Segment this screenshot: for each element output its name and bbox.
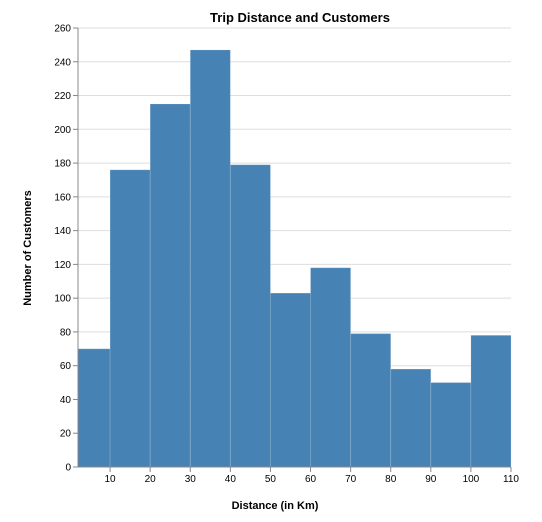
x-tick-label: 50 <box>265 474 277 485</box>
histogram-bar <box>390 368 432 468</box>
x-tick-label: 30 <box>185 474 197 485</box>
y-axis-title: Number of Customers <box>22 190 34 306</box>
x-tick-label: 80 <box>385 474 397 485</box>
y-tick-label: 140 <box>54 226 71 237</box>
y-axis: 0 20 40 60 80 100 120 140 160 180 200 220 240 260 <box>54 24 79 474</box>
x-tick-label: 70 <box>345 474 357 485</box>
histogram-bar <box>77 348 111 468</box>
y-tick-label: 40 <box>60 395 72 406</box>
y-tick-label: 160 <box>54 192 71 203</box>
y-tick-label: 100 <box>54 294 71 305</box>
histogram-bar <box>310 267 352 468</box>
y-tick-label: 20 <box>60 429 72 440</box>
y-tick-label: 120 <box>54 260 71 271</box>
x-axis-title: Distance (in Km) <box>232 500 319 512</box>
x-tick-label: 20 <box>145 474 157 485</box>
histogram-bar <box>470 334 512 468</box>
x-tick-label: 60 <box>305 474 317 485</box>
bars <box>77 49 512 468</box>
histogram-bar <box>269 292 312 468</box>
y-tick-label: 0 <box>65 463 71 474</box>
y-tick-label: 240 <box>54 57 71 68</box>
y-tick-label: 180 <box>54 159 71 170</box>
x-tick-label: 10 <box>105 474 117 485</box>
histogram-bar <box>109 169 151 468</box>
histogram-bar <box>229 164 271 468</box>
y-tick-label: 200 <box>54 125 71 136</box>
x-tick-label: 110 <box>503 474 519 485</box>
y-tick-label: 60 <box>60 361 72 372</box>
x-axis: 10 20 30 40 50 60 70 80 90 100 110 <box>78 466 519 485</box>
histogram-bar <box>350 333 392 468</box>
x-tick-label: 40 <box>225 474 237 485</box>
chart-title: Trip Distance and Customers <box>210 10 390 25</box>
histogram-bar <box>189 49 231 468</box>
x-tick-label: 100 <box>463 474 480 485</box>
histogram-bar <box>430 382 472 468</box>
y-tick-label: 220 <box>54 91 71 102</box>
y-tick-label: 80 <box>60 327 72 338</box>
x-tick-label: 90 <box>425 474 437 485</box>
histogram-bar <box>149 103 191 468</box>
y-tick-label: 260 <box>54 24 71 35</box>
